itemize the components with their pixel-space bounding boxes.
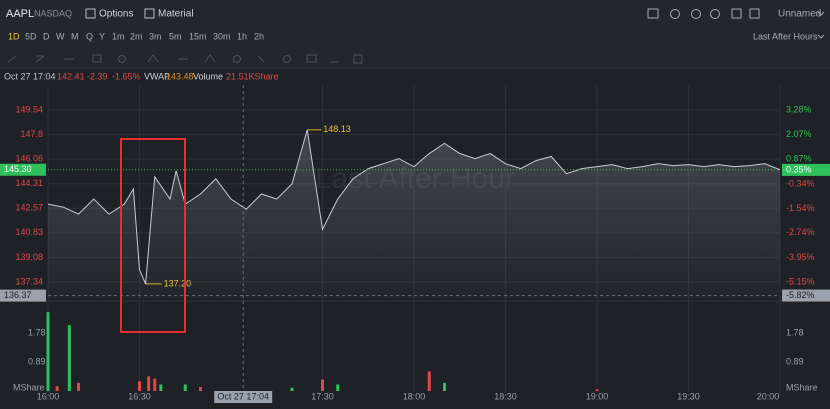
timeframe[interactable]: W	[56, 31, 65, 41]
timeframe[interactable]: Y	[99, 31, 105, 41]
legend-vwap: 143.48	[166, 71, 194, 81]
crosshair-x-label: Oct 27 17:04	[217, 391, 269, 401]
price-area	[48, 129, 780, 298]
y-tick-label: 149.54	[15, 104, 43, 114]
timeframe[interactable]: 5m	[169, 31, 182, 41]
drawing-tools[interactable]	[7, 54, 363, 64]
legend-date: Oct 27 17:04	[4, 71, 56, 81]
material-icon[interactable]	[144, 8, 155, 19]
high-label: 148.13	[323, 124, 351, 134]
volume-bar	[46, 312, 50, 391]
last-pct-box	[782, 163, 830, 176]
timeframe[interactable]: 15m	[189, 31, 207, 41]
volume-bar	[427, 371, 431, 391]
last-price-label: 145.30	[4, 164, 32, 174]
y2-tick-label: -3.95%	[786, 252, 815, 262]
volume-bar	[443, 382, 446, 391]
crosshair-x-box	[214, 391, 273, 403]
options-icon[interactable]	[85, 8, 96, 19]
volume-bar	[159, 384, 163, 391]
last-price-box	[0, 163, 46, 176]
timeframe[interactable]: 1h	[237, 31, 247, 41]
volume-bar	[153, 378, 157, 391]
y2-tick-label: -1.54%	[786, 203, 815, 213]
volume-bar	[336, 384, 340, 391]
y-tick-label: 146.06	[15, 153, 43, 163]
legend-vwap-label: VWAP	[144, 71, 170, 81]
volume-tick-label: 1.78	[28, 327, 46, 337]
exchange: NASDAQ	[34, 8, 72, 18]
y2-tick-label: -2.74%	[786, 227, 815, 237]
x-tick-label: 19:00	[586, 391, 609, 401]
crosshair-y2-box	[782, 289, 830, 302]
legend-change: -2.39	[87, 71, 108, 81]
chart-layer: 16:00 16:30 17:30 18:00 18:30 19:00 19:30 20:00…	[0, 85, 830, 403]
timeframe[interactable]: 1D	[8, 31, 20, 41]
volume-bar	[77, 382, 80, 391]
toolbar-bg	[0, 0, 830, 68]
last-pct-label: 0.35%	[786, 164, 812, 174]
x-tick-label: 20:00	[757, 391, 780, 401]
symbol[interactable]: AAPL	[6, 8, 34, 20]
y-tick-label: 137.34	[15, 276, 43, 286]
volume-tick-label: 0.89	[28, 356, 46, 366]
low-label: 137.20	[164, 278, 192, 288]
volume-bar	[147, 376, 151, 391]
drawn-rectangle[interactable]	[120, 138, 186, 333]
timeframe[interactable]: 2m	[130, 31, 143, 41]
y-tick-label: 144.31	[15, 178, 43, 188]
timeframe[interactable]: 30m	[213, 31, 231, 41]
legend-change-pct: -1.65%	[112, 71, 141, 81]
volume-bar	[183, 384, 187, 391]
x-tick-label: 16:00	[37, 391, 60, 401]
y2-tick-label: -5.15%	[786, 276, 815, 286]
crosshair-y-label: 136.37	[4, 290, 32, 300]
layout-name[interactable]: Unnamed	[778, 9, 821, 20]
volume-bar	[55, 386, 59, 391]
y-tick-label: 139.08	[15, 252, 43, 262]
volume-tick-label: 0.89	[786, 356, 804, 366]
volume-bar	[67, 325, 71, 391]
volume-bar	[290, 387, 294, 391]
x-tick-label: 19:30	[677, 391, 700, 401]
y-tick-label: 140.83	[15, 227, 43, 237]
session[interactable]: Last After Hours	[753, 31, 818, 41]
y2-tick-label: 2.07%	[786, 129, 812, 139]
volume-unit: MShare	[13, 382, 45, 392]
timeframe[interactable]: D	[43, 31, 50, 41]
volume-unit: MShare	[786, 382, 818, 392]
volume-bar	[595, 389, 599, 391]
timeframe[interactable]: 5D	[25, 31, 37, 41]
volume-bar	[321, 379, 324, 391]
timeframe[interactable]: 1m	[112, 31, 125, 41]
material[interactable]: Material	[158, 9, 194, 20]
y2-tick-label: -0.34%	[786, 178, 815, 188]
volume-bar	[199, 387, 202, 391]
y2-tick-label: 3.28%	[786, 105, 812, 115]
timeframe[interactable]: Q	[86, 31, 93, 41]
volume-tick-label: 1.78	[786, 327, 804, 337]
x-tick-label: 18:00	[403, 391, 426, 401]
price-line	[47, 129, 781, 285]
y-tick-label: 142.57	[15, 203, 43, 213]
legend-volume-label: Volume	[193, 71, 223, 81]
x-tick-label: 17:30	[311, 391, 334, 401]
legend-price: 142.41	[57, 71, 85, 81]
x-tick-label: 16:30	[128, 391, 151, 401]
dropdown-arrow[interactable]	[817, 34, 825, 39]
timeframe[interactable]: M	[71, 31, 79, 41]
legend-volume: 21.51KShare	[226, 71, 279, 81]
y2-tick-label: 0.87%	[786, 154, 812, 164]
crosshair-y2-label: -5.82%	[786, 290, 815, 300]
y-tick-label: 147.8	[20, 129, 43, 139]
tool-icons[interactable]	[647, 8, 760, 19]
crosshair-y-box	[0, 289, 46, 302]
dropdown-arrow[interactable]	[817, 11, 825, 16]
timeframe[interactable]: 3m	[149, 31, 162, 41]
timeframe[interactable]: 2h	[254, 31, 264, 41]
volume-bar	[138, 381, 141, 391]
options[interactable]: Options	[99, 9, 133, 20]
x-tick-label: 18:30	[494, 391, 517, 401]
